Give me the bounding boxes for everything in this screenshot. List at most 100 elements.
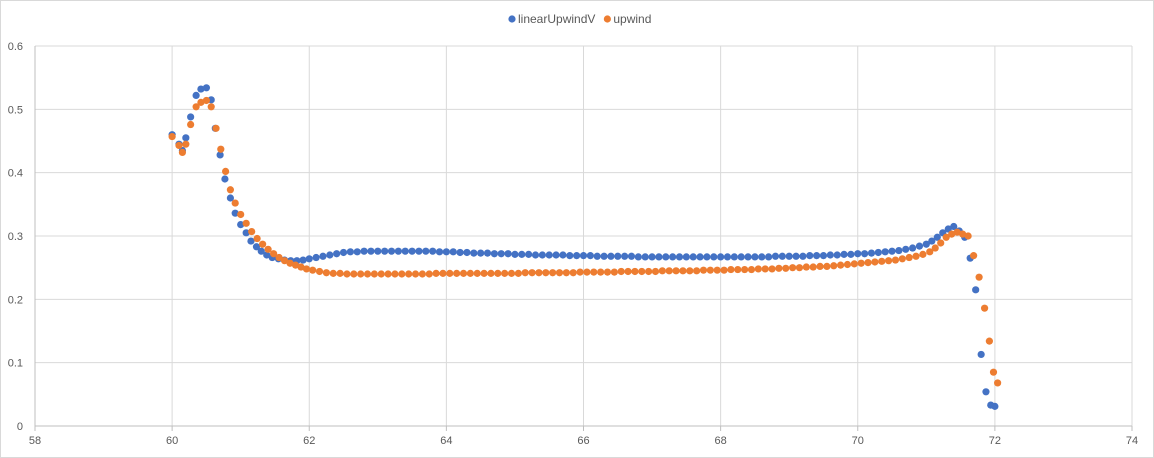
data-point [398,270,406,278]
data-point [333,250,341,258]
data-point [384,270,392,278]
data-point [919,250,927,258]
data-point [329,269,337,277]
x-tick-label: 58 [29,435,41,447]
data-point [507,269,516,277]
data-point [463,248,471,257]
data-point [535,269,543,277]
data-point [696,253,704,261]
data-point [950,222,958,231]
data-point [315,267,324,276]
data-point [549,269,557,277]
data-point [710,253,718,261]
data-point [525,250,533,258]
data-point [456,248,464,257]
data-point [350,270,358,278]
data-point [248,227,256,236]
legend-label: linearUpwindV [518,12,595,26]
data-point [699,266,708,274]
data-point [319,252,327,260]
data-point [422,247,430,255]
y-tick-label: 0.4 [8,168,23,180]
data-point [651,267,660,276]
data-point [850,260,858,268]
data-point [280,257,289,265]
data-point [771,252,780,260]
data-point [730,253,738,261]
data-point [326,251,334,259]
data-point [429,247,437,255]
data-point [758,253,766,261]
data-point [226,186,234,194]
data-point [857,259,865,267]
data-point [187,120,195,129]
series-upwind [168,96,1002,387]
y-tick-label: 0 [17,421,23,433]
data-point [885,257,893,265]
data-point [346,248,354,256]
data-point [518,250,526,258]
data-point [905,253,913,262]
data-point [590,268,598,276]
data-point [435,248,444,256]
data-point [242,229,250,237]
data-point [959,230,967,238]
x-tick-label: 70 [852,435,864,447]
data-point [627,252,636,260]
data-point [874,248,882,257]
data-point [672,267,680,275]
y-tick-label: 0.6 [8,41,23,53]
data-point [197,98,205,106]
data-point [926,248,934,256]
data-point [982,388,990,396]
data-point [178,148,187,156]
data-point [253,234,261,243]
data-point [931,244,939,252]
x-tick-label: 66 [577,435,589,447]
data-point [991,402,999,410]
data-point [933,233,941,241]
data-point [713,266,721,274]
data-point [449,248,457,256]
data-point [216,151,224,159]
x-tick-label: 72 [989,435,1001,447]
data-point [275,253,283,262]
data-point [799,252,807,260]
data-point [768,265,776,273]
x-tick-labels: 58 60 62 64 66 68 70 72 74 [29,435,1138,447]
data-point [603,268,612,276]
data-point [689,253,697,261]
data-point [744,253,752,261]
data-point [579,252,588,260]
data-point [363,270,372,278]
data-point [888,247,896,255]
data-point [377,270,385,278]
data-point [494,269,502,277]
data-point [607,252,615,260]
legend: linearUpwindV upwind [508,12,651,26]
legend-marker [603,15,611,23]
data-point [754,265,762,273]
data-point [830,262,838,270]
data-point [521,269,529,277]
data-point [490,250,498,258]
data-point [408,247,416,255]
data-point [867,249,876,257]
data-point [221,175,229,183]
legend-marker [508,15,516,23]
y-tick-label: 0.1 [8,358,23,370]
data-point [898,255,906,263]
data-point [741,265,749,274]
data-point [970,252,978,260]
data-point [761,265,769,273]
data-point [562,269,570,277]
data-point [614,252,622,260]
data-point [641,253,649,261]
data-point [658,267,666,275]
data-point [247,237,255,245]
data-point [928,237,936,245]
data-point [231,209,239,217]
data-point [833,251,841,259]
data-point [902,245,910,253]
data-point [985,337,993,345]
